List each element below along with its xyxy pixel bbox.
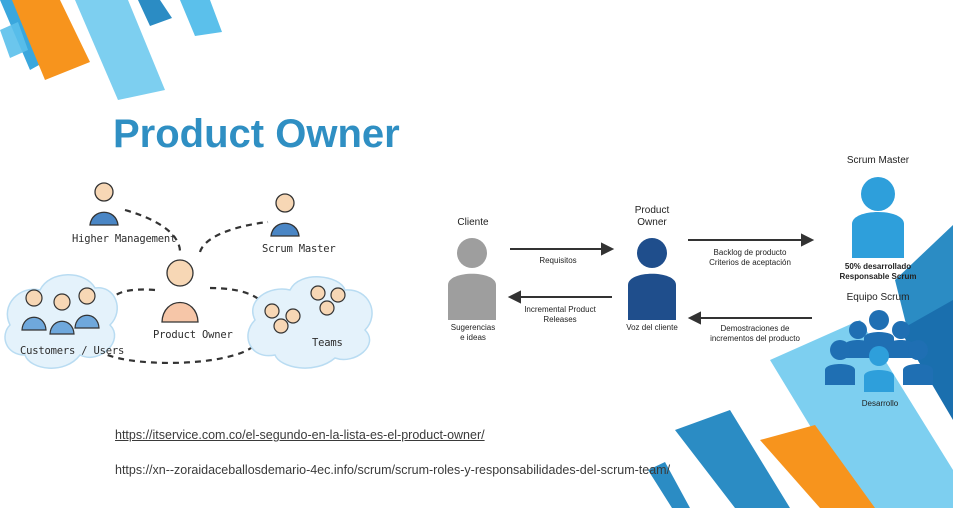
label-cliente: Cliente xyxy=(457,217,489,228)
cliente-sub-line: e ideas xyxy=(460,333,486,342)
label-product-owner-left: Product Owner xyxy=(153,329,233,341)
incremental-line: Releases xyxy=(543,315,577,324)
customer-people xyxy=(21,287,100,335)
label-scrum-master-right: Scrum Master xyxy=(846,155,910,166)
team-people xyxy=(264,285,346,334)
demostraciones-line: Demostraciones de xyxy=(720,324,790,333)
equipo-scrum-people xyxy=(825,310,933,392)
label-higher-management: Higher Management xyxy=(72,233,177,245)
label-requisitos: Requisitos xyxy=(539,256,577,265)
page-title: Product Owner xyxy=(113,112,400,156)
demostraciones-line: incrementos del producto xyxy=(710,334,800,343)
sm-sub-line: Responsable Scrum xyxy=(839,272,917,281)
label-teams: Teams xyxy=(312,337,343,349)
product-owner-person xyxy=(161,259,199,323)
label-equipo-scrum: Equipo Scrum xyxy=(846,292,910,303)
incremental-line: Incremental Product xyxy=(524,305,596,314)
cliente-person xyxy=(448,238,496,320)
cliente-sub-line: Sugerencias xyxy=(450,323,496,332)
label-backlog: Backlog de producto Criterios de aceptac… xyxy=(690,248,810,268)
product-owner-person-right xyxy=(628,238,676,320)
higher-management-person xyxy=(89,182,119,226)
label-voz: Voz del cliente xyxy=(626,323,678,332)
right-diagram xyxy=(448,177,933,392)
label-incremental: Incremental Product Releases xyxy=(510,305,610,325)
label-demostraciones: Demostraciones de incrementos del produc… xyxy=(695,324,815,344)
link-zoraida[interactable]: https://xn--zoraidaceballosdemario-4ec.i… xyxy=(115,463,671,477)
backlog-line: Backlog de producto xyxy=(713,248,787,257)
po-line: Owner xyxy=(637,217,667,228)
teams-cloud xyxy=(247,276,373,369)
label-product-owner-right: Product Owner xyxy=(620,205,684,229)
scrum-master-person-right xyxy=(852,177,904,258)
left-diagram xyxy=(4,182,373,369)
label-customers: Customers / Users xyxy=(20,345,125,357)
scrum-master-person xyxy=(270,193,300,237)
sm-sub-line: 50% desarrollado xyxy=(844,262,912,271)
link-itservice[interactable]: https://itservice.com.co/el-segundo-en-l… xyxy=(115,428,485,442)
label-scrum-master-left: Scrum Master xyxy=(262,243,336,255)
po-line: Product xyxy=(634,205,670,216)
backlog-line: Criterios de aceptación xyxy=(709,258,791,267)
label-sm-sub: 50% desarrollado Responsable Scrum xyxy=(832,262,924,282)
label-desarrollo: Desarrollo xyxy=(861,399,899,408)
label-cliente-sub: Sugerencias e ideas xyxy=(443,323,503,343)
